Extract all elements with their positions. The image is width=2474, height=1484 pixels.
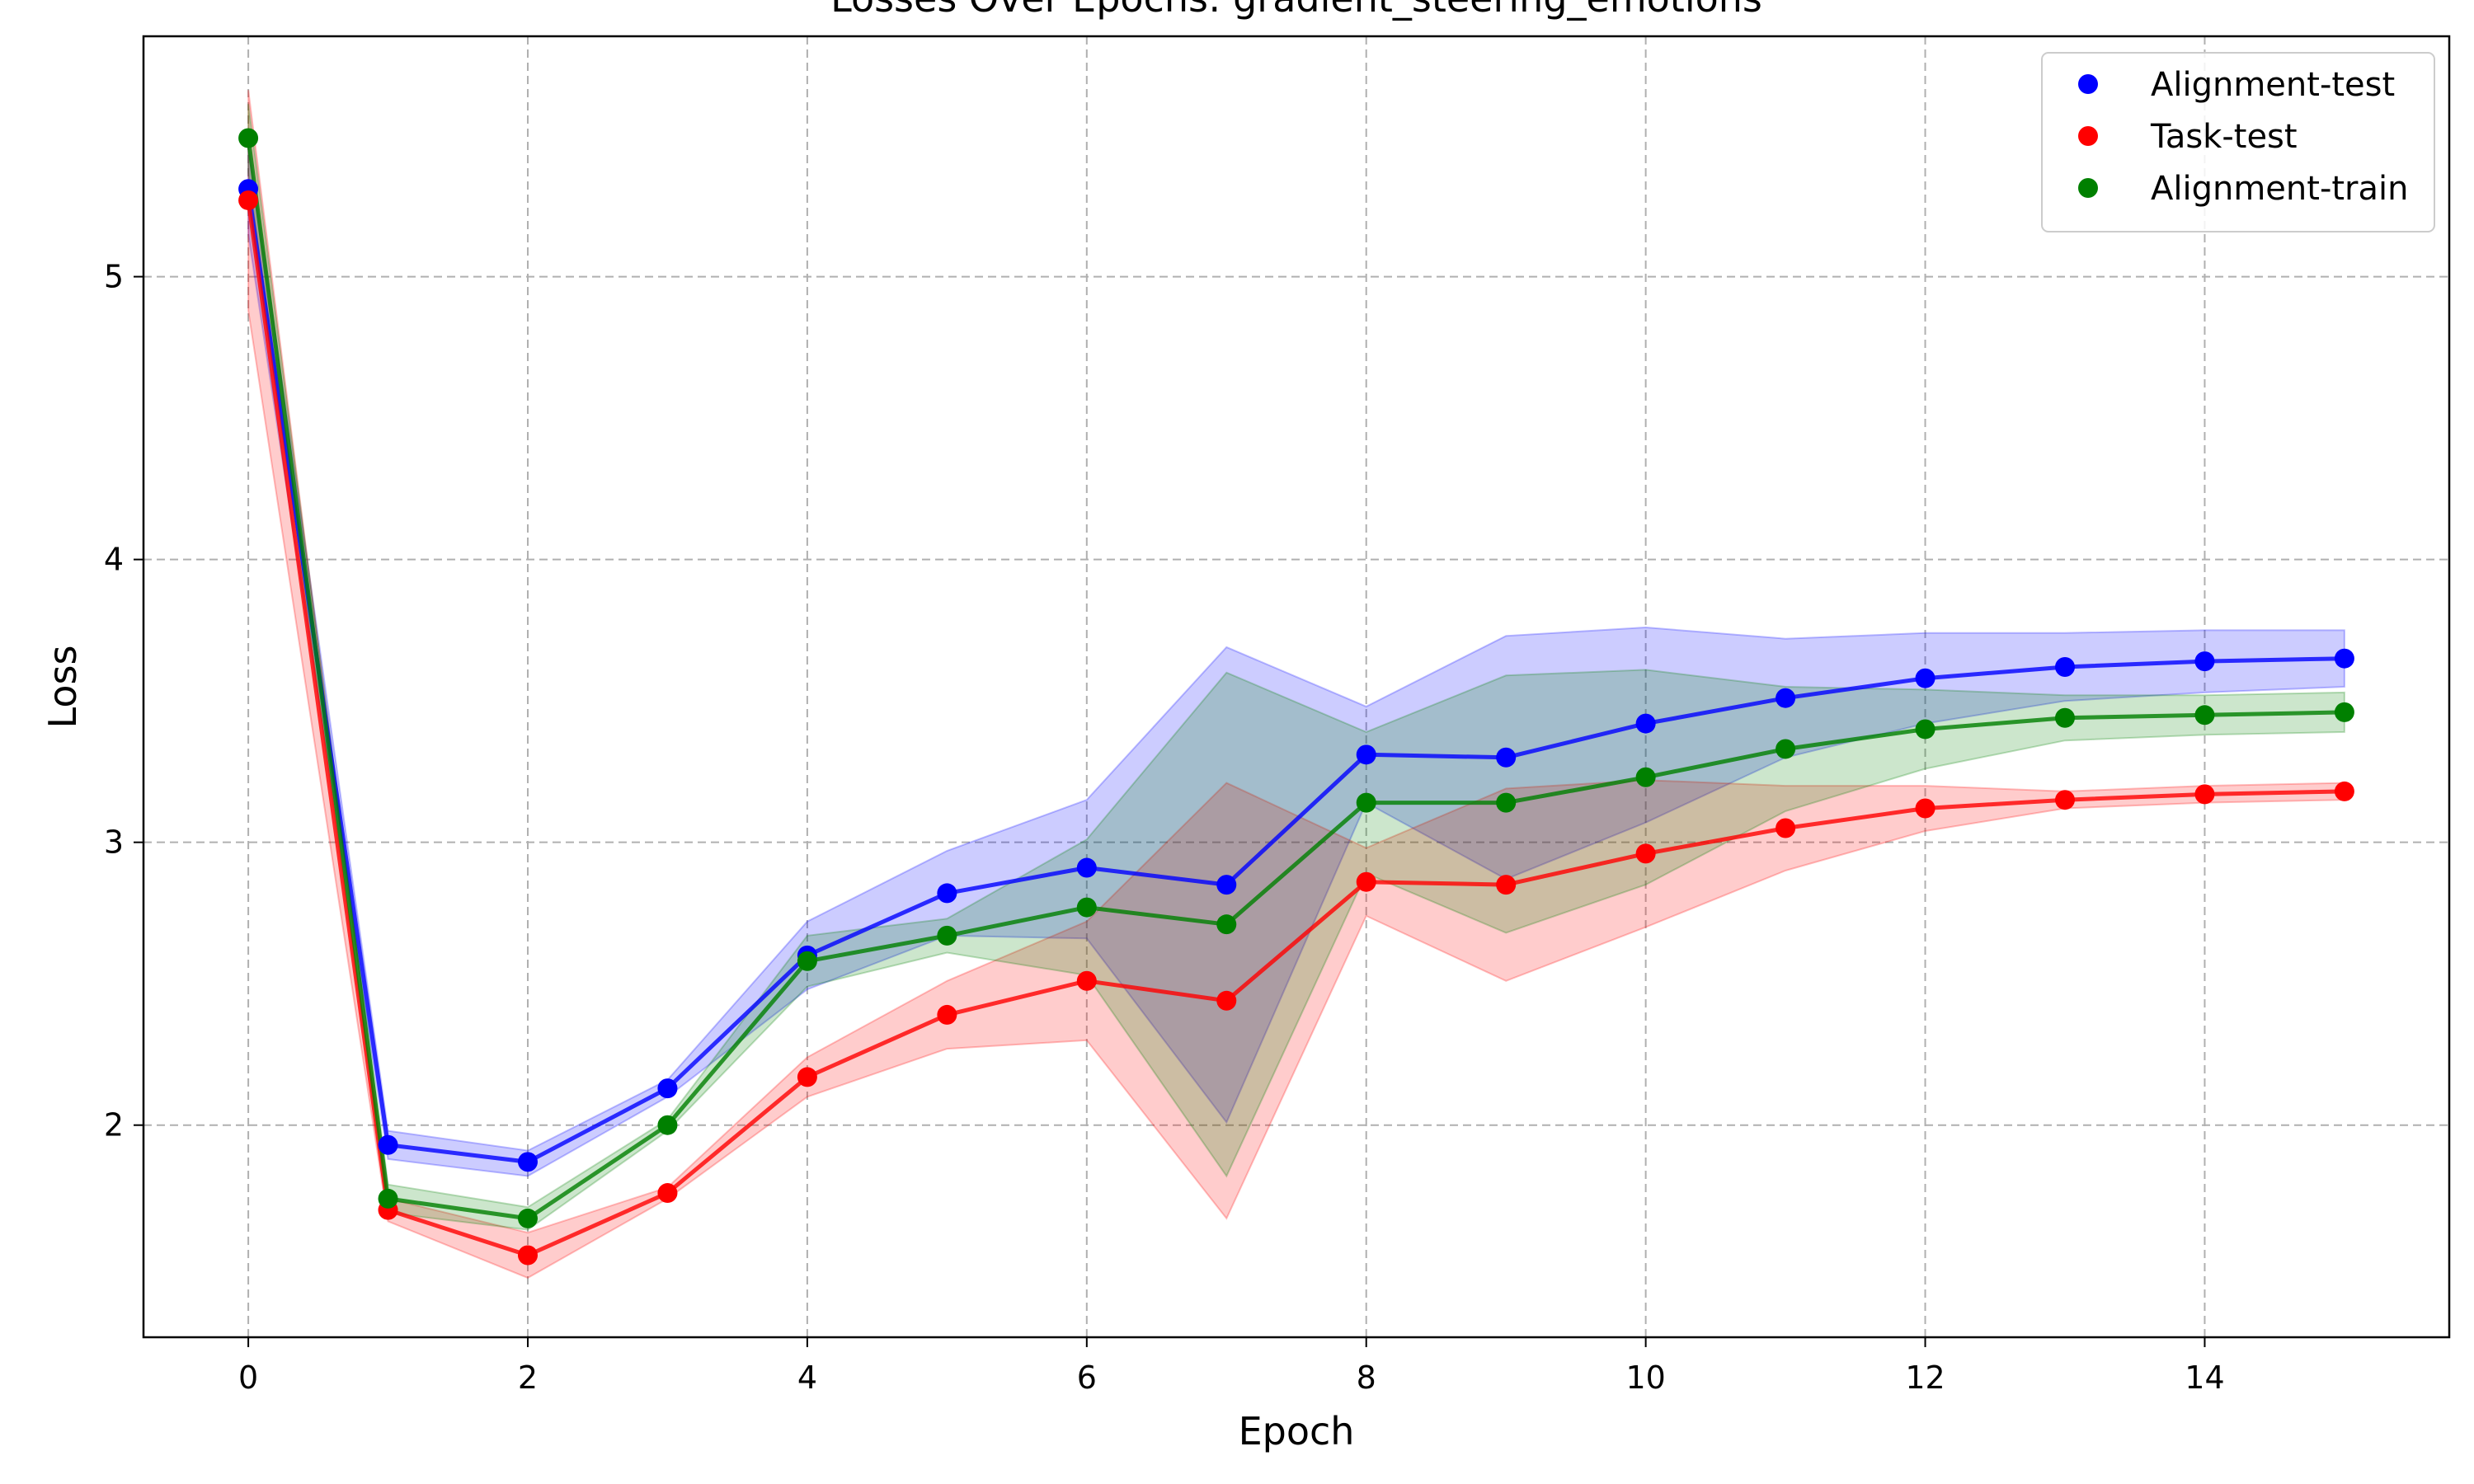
alignment-train-point bbox=[657, 1115, 678, 1135]
alignment-test-point bbox=[2055, 656, 2075, 677]
x-axis-label: Epoch bbox=[1239, 1409, 1355, 1453]
alignment-train-point bbox=[2055, 707, 2075, 728]
task-test-point bbox=[238, 190, 259, 210]
y-tick-label: 3 bbox=[104, 824, 124, 861]
legend-label: Alignment-test bbox=[2151, 66, 2395, 104]
alignment-train-point bbox=[1216, 914, 1237, 935]
x-tick-label: 6 bbox=[1077, 1360, 1097, 1396]
alignment-train-point bbox=[1496, 792, 1517, 813]
alignment-train-band bbox=[247, 104, 2345, 1231]
alignment-test-point bbox=[657, 1078, 678, 1099]
alignment-train-point bbox=[2194, 705, 2215, 726]
task-test-point bbox=[1635, 843, 1656, 864]
y-tick-label: 2 bbox=[104, 1107, 124, 1144]
x-tick-label: 10 bbox=[1625, 1360, 1665, 1396]
alignment-test-point bbox=[1915, 668, 1935, 688]
task-test-point bbox=[2055, 790, 2075, 810]
x-tick-label: 12 bbox=[1905, 1360, 1945, 1396]
task-test-point bbox=[797, 1067, 817, 1087]
legend-marker bbox=[2078, 74, 2098, 94]
alignment-test-point bbox=[1356, 744, 1376, 765]
task-test-point bbox=[518, 1245, 538, 1266]
alignment-train-point bbox=[2334, 702, 2354, 722]
legend: Alignment-test Task-test Alignment-train bbox=[2041, 52, 2435, 232]
alignment-test-point bbox=[378, 1134, 398, 1155]
task-test-point bbox=[1496, 875, 1517, 895]
alignment-train-point bbox=[1776, 739, 1796, 759]
axis-ticks: 0 2 4 6 8 10 12 14 2 3 4 5 bbox=[104, 259, 2225, 1396]
task-test-point bbox=[1356, 871, 1376, 892]
alignment-test-point bbox=[937, 883, 957, 904]
alignment-train-point bbox=[797, 951, 817, 971]
task-test-point bbox=[1915, 798, 1935, 819]
legend-label: Task-test bbox=[2150, 118, 2298, 156]
alignment-test-point bbox=[2334, 648, 2354, 669]
y-tick-label: 5 bbox=[104, 259, 124, 295]
alignment-test-point bbox=[1216, 875, 1237, 895]
legend-marker bbox=[2078, 126, 2098, 146]
alignment-test-point bbox=[518, 1152, 538, 1172]
plot-frame bbox=[142, 35, 2451, 1339]
series-points bbox=[238, 128, 2354, 1266]
legend-marker bbox=[2078, 178, 2098, 198]
alignment-train-point bbox=[378, 1188, 398, 1209]
x-tick-label: 4 bbox=[797, 1360, 817, 1396]
alignment-train-point bbox=[937, 925, 957, 946]
alignment-train-line bbox=[246, 138, 2345, 1221]
legend-box bbox=[2041, 52, 2435, 232]
alignment-train-point bbox=[1915, 719, 1935, 740]
task-test-point bbox=[937, 1004, 957, 1025]
alignment-train-point bbox=[1076, 897, 1097, 918]
alignment-train-point bbox=[518, 1208, 538, 1228]
x-tick-label: 0 bbox=[238, 1360, 258, 1396]
task-test-point bbox=[2334, 781, 2354, 801]
x-tick-label: 14 bbox=[2185, 1360, 2224, 1396]
alignment-test-point bbox=[1776, 688, 1796, 708]
alignment-test-line bbox=[246, 188, 2345, 1164]
alignment-train-point bbox=[1635, 767, 1656, 787]
alignment-train-point bbox=[1356, 792, 1376, 813]
alignment-train-point bbox=[238, 128, 259, 148]
task-test-line bbox=[246, 200, 2345, 1257]
legend-label: Alignment-train bbox=[2151, 170, 2408, 208]
x-tick-label: 2 bbox=[518, 1360, 538, 1396]
alignment-test-band bbox=[247, 143, 2345, 1177]
y-tick-label: 4 bbox=[104, 542, 124, 578]
x-tick-label: 8 bbox=[1357, 1360, 1376, 1396]
series-lines bbox=[246, 138, 2345, 1257]
task-test-point bbox=[2194, 784, 2215, 805]
task-test-point bbox=[1776, 818, 1796, 838]
grid-layer bbox=[143, 36, 2449, 1337]
task-test-point bbox=[1216, 990, 1237, 1011]
confidence-bands bbox=[247, 90, 2345, 1280]
alignment-test-point bbox=[2194, 651, 2215, 672]
task-test-point bbox=[1076, 970, 1097, 991]
alignment-test-point bbox=[1496, 747, 1517, 768]
task-test-point bbox=[657, 1183, 678, 1204]
chart-title: Losses Over Epochs: gradient_steering_em… bbox=[830, 0, 1762, 21]
y-axis-label: Loss bbox=[40, 646, 85, 729]
alignment-test-point bbox=[1076, 857, 1097, 878]
alignment-test-point bbox=[1635, 713, 1656, 734]
